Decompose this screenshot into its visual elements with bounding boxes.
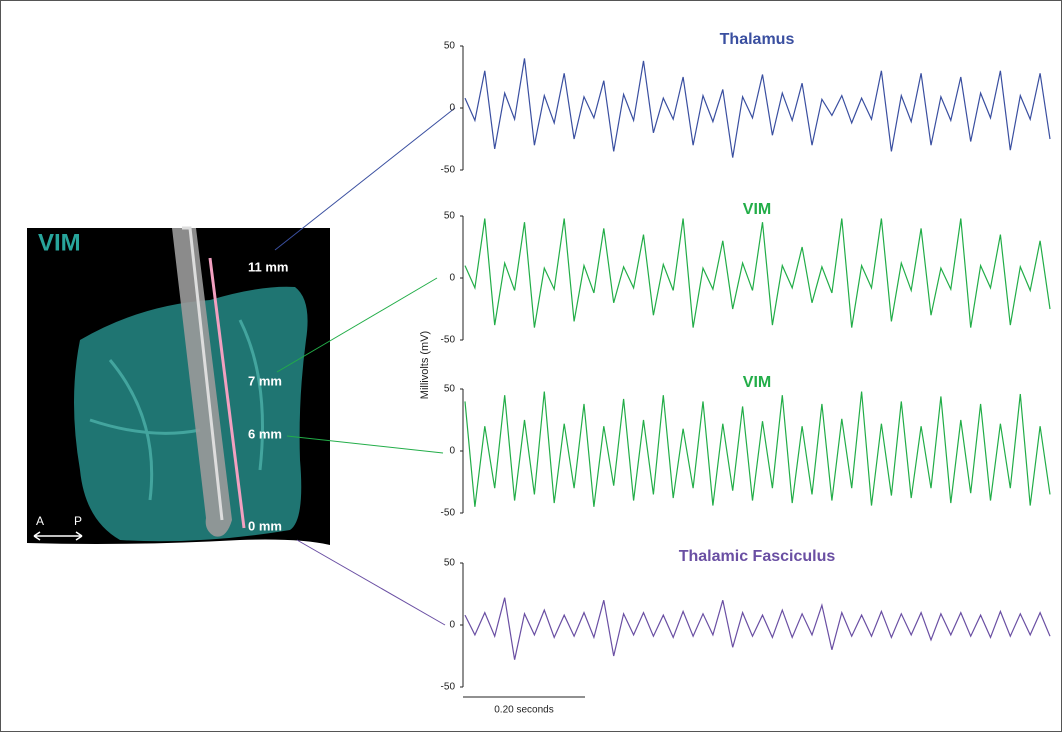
chart-title: VIM [743,201,771,218]
scale-bar-label: 0.20 seconds [494,705,554,716]
chart-title: VIM [743,374,771,391]
y-tick-label: -50 [441,335,456,346]
y-tick-label: 50 [444,211,456,222]
figure: VIM 11 mm 7 mm 6 mm 0 mm A P Millivolts … [0,0,1062,732]
y-axis-label: Millivolts (mV) [419,331,431,399]
y-tick-label: -50 [441,682,456,693]
y-tick-label: 50 [444,558,456,569]
depth-label: 11 mm [248,259,288,274]
chart-title: Thalamus [720,31,795,48]
orientation-label: P [74,514,82,528]
depth-label: 0 mm [248,518,282,533]
chart-title: Thalamic Fasciculus [679,548,836,565]
y-tick-label: 0 [449,620,455,631]
y-tick-label: 50 [444,41,456,52]
region-label: VIM [38,229,81,256]
y-tick-label: 50 [444,384,456,395]
page: {"image": {"region_label": "VIM", "depth… [0,0,1062,737]
depth-label: 6 mm [248,426,282,441]
depth-label: 7 mm [248,373,282,388]
y-tick-label: 0 [449,273,455,284]
orientation-label: A [36,514,44,528]
y-tick-label: 0 [449,103,455,114]
y-tick-label: -50 [441,508,456,519]
y-tick-label: -50 [441,165,456,176]
y-tick-label: 0 [449,446,455,457]
